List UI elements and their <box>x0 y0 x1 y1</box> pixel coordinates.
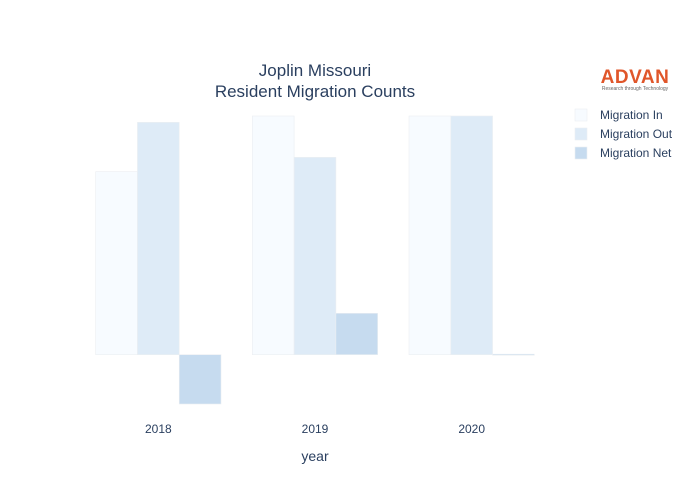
advan-logo-tagline: Research through Technology <box>602 86 669 92</box>
legend-item-migration-net[interactable]: Migration Net <box>574 146 672 160</box>
chart-title-line-2: Resident Migration Counts <box>215 82 415 101</box>
x-tick-2019: 2019 <box>302 422 329 436</box>
bar-migration-net-2018[interactable] <box>178 354 222 405</box>
bar-migration-out-2018[interactable] <box>137 122 180 355</box>
legend: Migration In Migration Out Migration Net <box>574 108 673 160</box>
advan-logo-text: ADVAN <box>601 67 670 88</box>
legend-label: Migration Out <box>600 127 673 141</box>
legend-swatch <box>574 146 588 160</box>
bar-migration-out-2020[interactable] <box>450 115 493 355</box>
advan-logo: ADVAN Research through Technology <box>601 67 670 92</box>
x-tick-labels: 2018 2019 2020 <box>145 422 485 436</box>
legend-swatch <box>574 108 588 122</box>
x-axis-title: year <box>301 448 329 464</box>
bars-group <box>95 115 535 405</box>
bar-migration-in-2018[interactable] <box>95 171 138 355</box>
legend-item-migration-in[interactable]: Migration In <box>574 108 663 122</box>
x-tick-2020: 2020 <box>458 422 485 436</box>
bar-migration-in-2020[interactable] <box>408 115 452 355</box>
bar-migration-net-2019[interactable] <box>335 312 378 355</box>
x-tick-2018: 2018 <box>145 422 172 436</box>
bar-migration-in-2019[interactable] <box>252 115 295 355</box>
bar-migration-net-2020[interactable] <box>492 353 535 356</box>
legend-swatch <box>574 127 588 141</box>
legend-label: Migration Net <box>600 146 672 160</box>
legend-label: Migration In <box>600 108 663 122</box>
chart-title-line-1: Joplin Missouri <box>259 61 371 80</box>
bar-migration-out-2019[interactable] <box>293 157 337 355</box>
legend-item-migration-out[interactable]: Migration Out <box>574 127 673 141</box>
